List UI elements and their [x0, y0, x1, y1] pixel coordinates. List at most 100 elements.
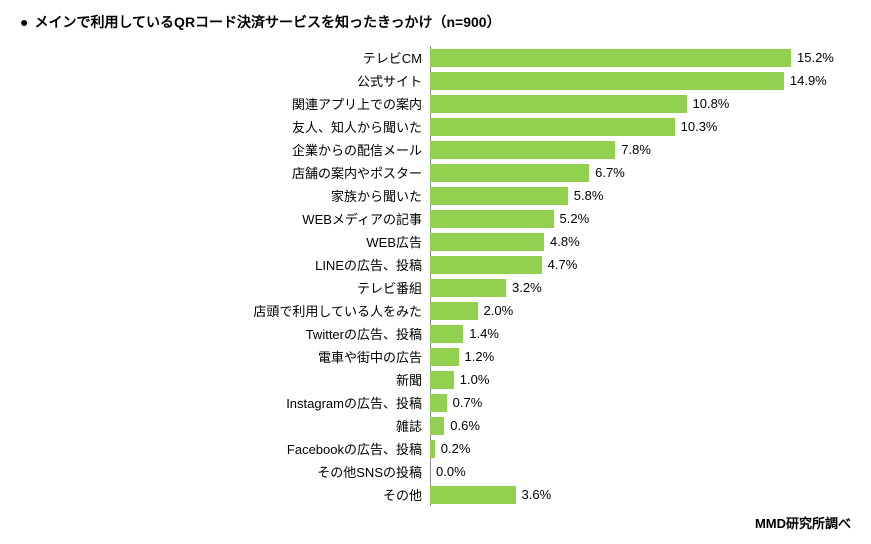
bar-label: Twitterの広告、投稿 — [30, 324, 430, 343]
bar-row: 店頭で利用している人をみた 2.0% — [30, 299, 851, 322]
bar-area: 10.8% — [430, 92, 851, 115]
bar-label: LINEの広告、投稿 — [30, 255, 430, 274]
bar — [430, 325, 463, 343]
bar-row: 家族から聞いた 5.8% — [30, 184, 851, 207]
bar-area: 1.0% — [430, 368, 851, 391]
bar-label: テレビ番組 — [30, 278, 430, 297]
chart-title-row: ● メインで利用しているQRコード決済サービスを知ったきっかけ（n=900） — [20, 12, 851, 32]
bar — [430, 440, 435, 458]
bar-area: 7.8% — [430, 138, 851, 161]
bar-value: 0.0% — [436, 464, 466, 479]
bar-row: Instagramの広告、投稿 0.7% — [30, 391, 851, 414]
bar-label: 公式サイト — [30, 71, 430, 90]
bar — [430, 417, 444, 435]
bar-value: 15.2% — [797, 50, 834, 65]
bar-area: 2.0% — [430, 299, 851, 322]
bar-area: 0.0% — [430, 460, 851, 483]
bar-area: 0.2% — [430, 437, 851, 460]
bar-row: テレビ番組 3.2% — [30, 276, 851, 299]
bar-row: 公式サイト 14.9% — [30, 69, 851, 92]
bar-value: 4.7% — [548, 257, 578, 272]
bar — [430, 256, 542, 274]
bar — [430, 348, 459, 366]
bar-value: 7.8% — [621, 142, 651, 157]
bar-area: 1.2% — [430, 345, 851, 368]
bar-label: 店舗の案内やポスター — [30, 163, 430, 182]
bar-label: Instagramの広告、投稿 — [30, 393, 430, 412]
bar-label: Facebookの広告、投稿 — [30, 439, 430, 458]
bar-row: その他SNSの投稿 0.0% — [30, 460, 851, 483]
bar-label: 企業からの配信メール — [30, 140, 430, 159]
bar-chart: テレビCM 15.2% 公式サイト 14.9% 関連アプリ上での案内 10.8% 友人、知人… — [30, 46, 851, 506]
bar-label: 関連アプリ上での案内 — [30, 94, 430, 113]
bar-area: 4.8% — [430, 230, 851, 253]
bar-label: テレビCM — [30, 48, 430, 67]
bar-value: 10.8% — [693, 96, 730, 111]
bar — [430, 164, 589, 182]
source-attribution: MMD研究所調べ — [755, 513, 851, 532]
bar-value: 5.8% — [574, 188, 604, 203]
bar-label: WEBメディアの記事 — [30, 209, 430, 228]
bar — [430, 210, 554, 228]
bar-area: 5.8% — [430, 184, 851, 207]
bar-value: 5.2% — [560, 211, 590, 226]
bar-row: 店舗の案内やポスター 6.7% — [30, 161, 851, 184]
bar-row: テレビCM 15.2% — [30, 46, 851, 69]
bar-value: 3.6% — [522, 487, 552, 502]
bar — [430, 95, 687, 113]
bar-value: 6.7% — [595, 165, 625, 180]
bar-label: 店頭で利用している人をみた — [30, 301, 430, 320]
bar-row: 雑誌 0.6% — [30, 414, 851, 437]
bar-row: LINEの広告、投稿 4.7% — [30, 253, 851, 276]
bar-label: 電車や街中の広告 — [30, 347, 430, 366]
bar-area: 3.2% — [430, 276, 851, 299]
bar — [430, 279, 506, 297]
bar-value: 0.2% — [441, 441, 471, 456]
bar — [430, 187, 568, 205]
bar-value: 1.2% — [465, 349, 495, 364]
bar-label: WEB広告 — [30, 232, 430, 251]
bar-row: 新聞 1.0% — [30, 368, 851, 391]
bar-area: 15.2% — [430, 46, 851, 69]
bar — [430, 371, 454, 389]
bar-label: 雑誌 — [30, 416, 430, 435]
bar-value: 1.4% — [469, 326, 499, 341]
bar-row: その他 3.6% — [30, 483, 851, 506]
bar-area: 4.7% — [430, 253, 851, 276]
bar-area: 10.3% — [430, 115, 851, 138]
bullet-icon: ● — [20, 14, 28, 30]
bar-row: 企業からの配信メール 7.8% — [30, 138, 851, 161]
bar-row: 友人、知人から聞いた 10.3% — [30, 115, 851, 138]
bar-value: 2.0% — [484, 303, 514, 318]
bar-row: WEBメディアの記事 5.2% — [30, 207, 851, 230]
bar-value: 1.0% — [460, 372, 490, 387]
bar-value: 4.8% — [550, 234, 580, 249]
bar-label: その他 — [30, 485, 430, 504]
bar-value: 0.7% — [453, 395, 483, 410]
bar-value: 0.6% — [450, 418, 480, 433]
bar — [430, 486, 516, 504]
bar-label: 家族から聞いた — [30, 186, 430, 205]
bar-row: WEB広告 4.8% — [30, 230, 851, 253]
bar — [430, 233, 544, 251]
bar-label: 新聞 — [30, 370, 430, 389]
bar-area: 0.6% — [430, 414, 851, 437]
bar-value: 10.3% — [681, 119, 718, 134]
bar-row: 電車や街中の広告 1.2% — [30, 345, 851, 368]
bar-area: 3.6% — [430, 483, 851, 506]
bar-area: 14.9% — [430, 69, 851, 92]
bar-area: 1.4% — [430, 322, 851, 345]
bar — [430, 72, 784, 90]
bar — [430, 394, 447, 412]
bar-value: 3.2% — [512, 280, 542, 295]
bar-row: 関連アプリ上での案内 10.8% — [30, 92, 851, 115]
bar — [430, 118, 675, 136]
bar-area: 0.7% — [430, 391, 851, 414]
bar-label: 友人、知人から聞いた — [30, 117, 430, 136]
bar-value: 14.9% — [790, 73, 827, 88]
bar-row: Facebookの広告、投稿 0.2% — [30, 437, 851, 460]
bar-area: 5.2% — [430, 207, 851, 230]
bar-label: その他SNSの投稿 — [30, 462, 430, 481]
bar — [430, 302, 478, 320]
bar — [430, 49, 791, 67]
